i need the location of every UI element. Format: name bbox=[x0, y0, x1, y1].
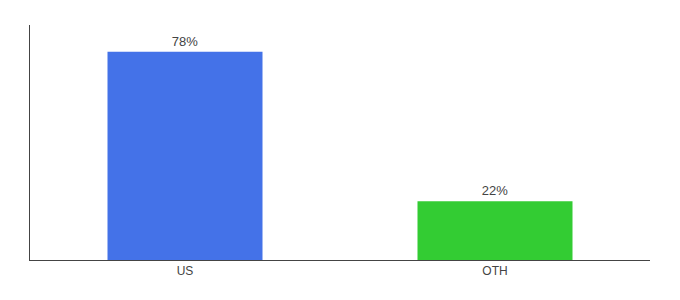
svg-text:US: US bbox=[177, 264, 194, 278]
svg-text:22%: 22% bbox=[482, 183, 508, 198]
svg-text:OTH: OTH bbox=[482, 264, 507, 278]
svg-text:78%: 78% bbox=[172, 34, 198, 49]
